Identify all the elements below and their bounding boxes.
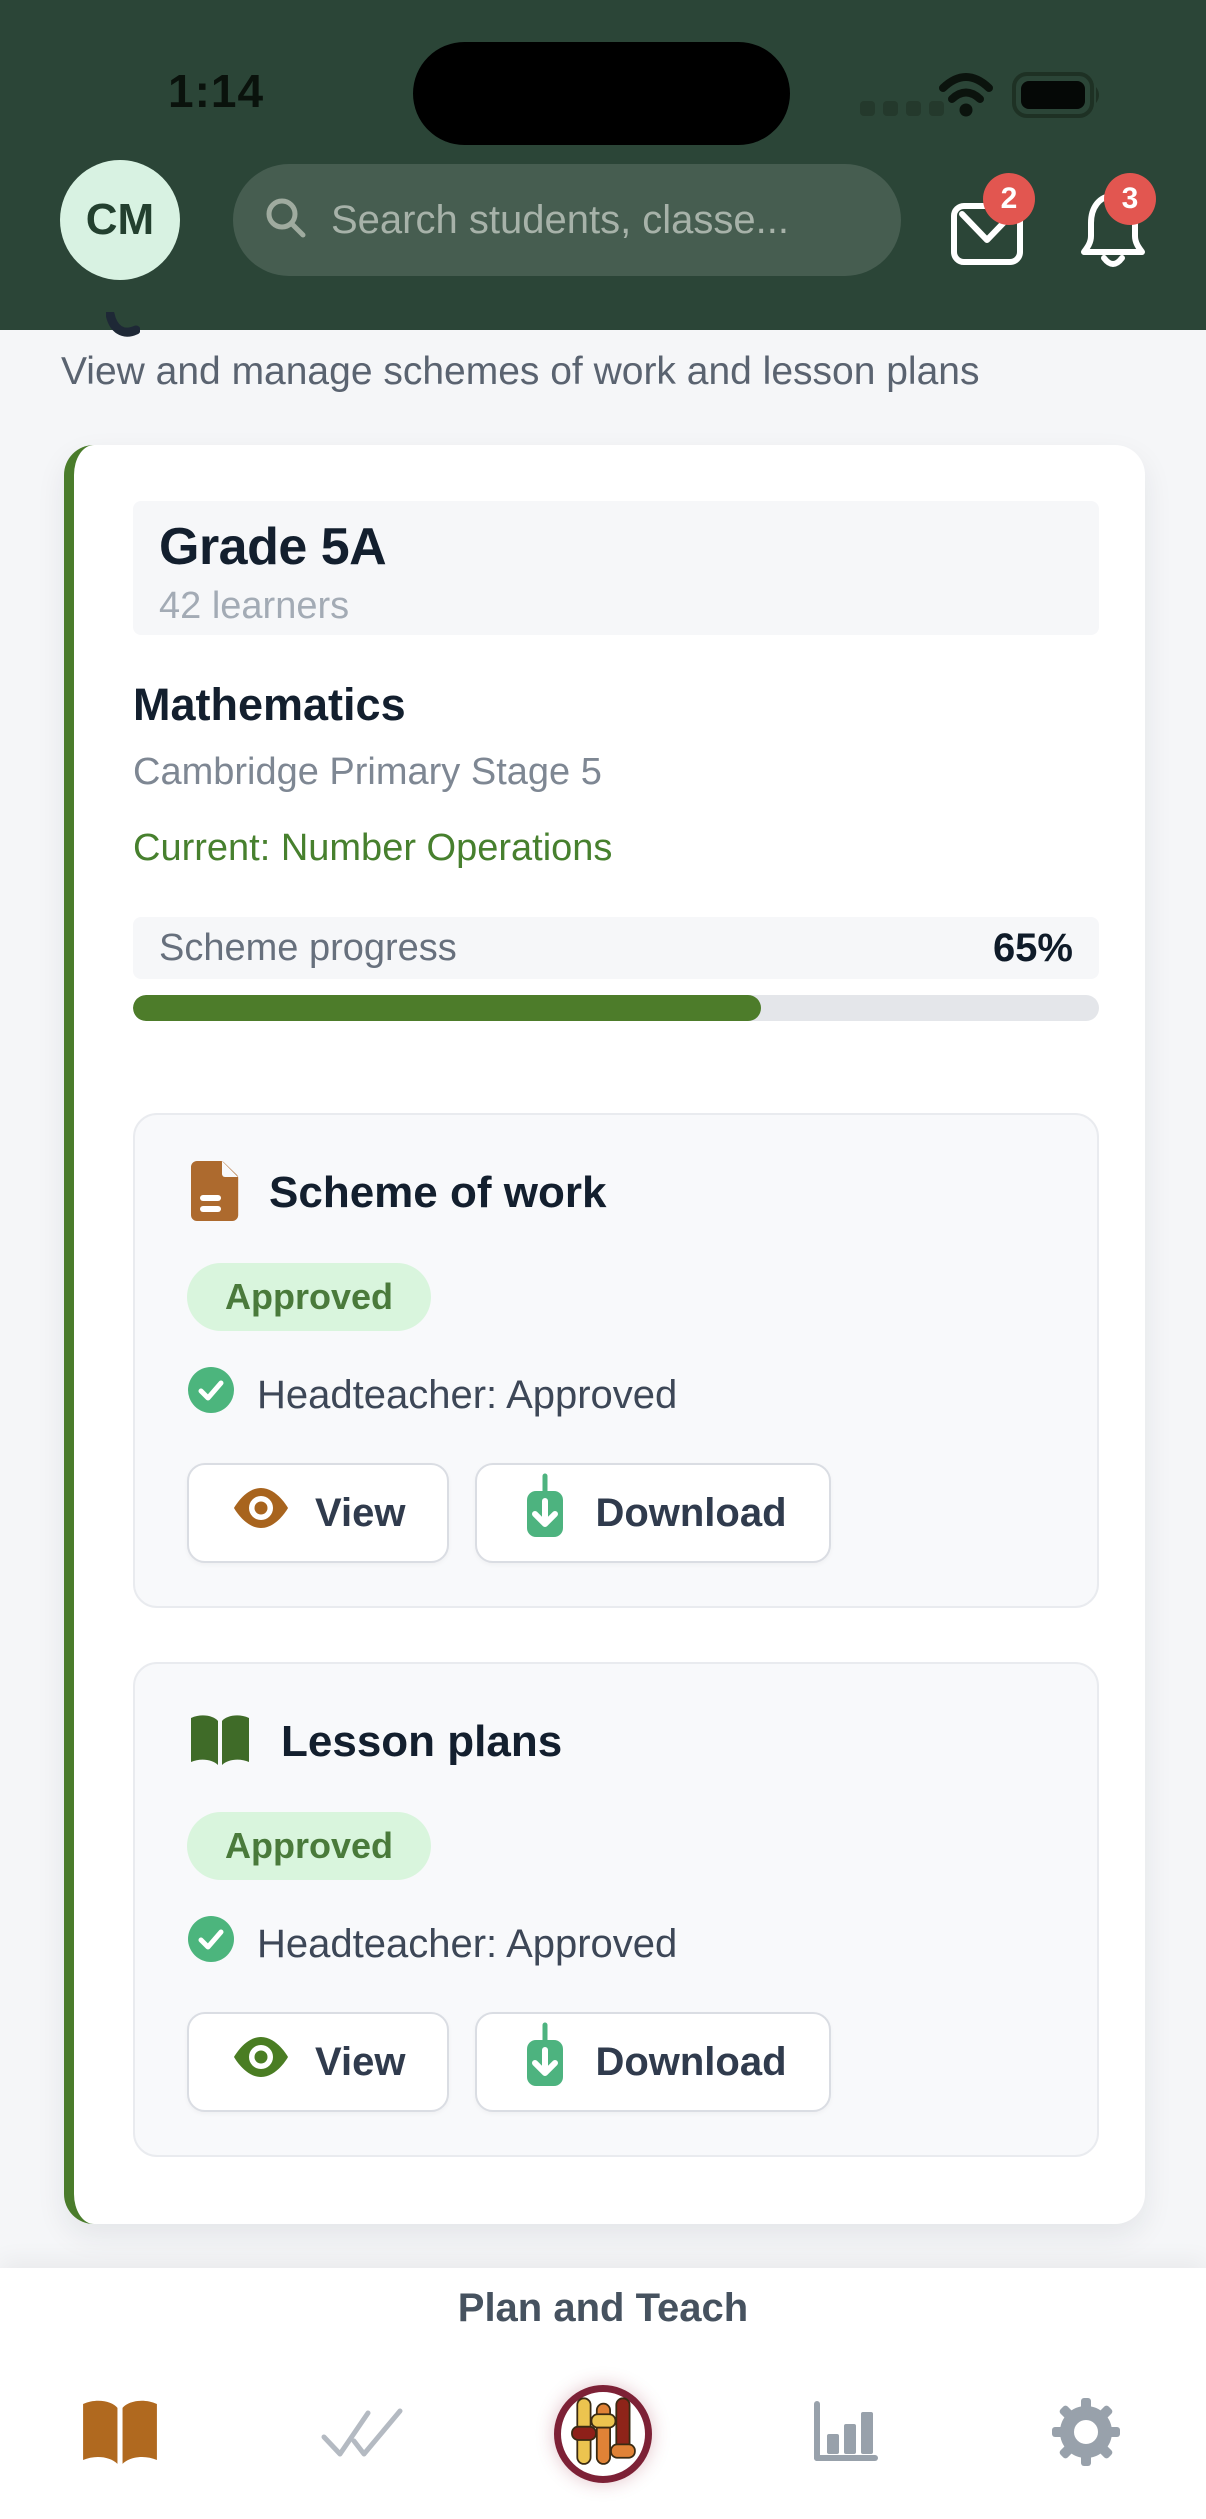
scheme-progress-row: Scheme progress 65% — [133, 917, 1099, 979]
check-circle-icon — [187, 1915, 235, 1973]
check-circle-icon — [187, 1366, 235, 1424]
double-check-icon — [316, 2401, 408, 2468]
avatar[interactable]: CM — [60, 160, 180, 280]
battery-icon — [1012, 72, 1102, 123]
view-label: View — [315, 1490, 406, 1535]
download-icon — [519, 2022, 571, 2102]
nav-item-reports[interactable] — [785, 2373, 905, 2495]
doc-title: Lesson plans — [281, 1717, 563, 1766]
download-label: Download — [595, 2039, 787, 2084]
eye-icon — [231, 1487, 291, 1539]
bottom-nav: Plan and Teach — [0, 2268, 1206, 2519]
approval-text: Headteacher: Approved — [257, 1921, 678, 1966]
class-header-block: Grade 5A 42 learners — [133, 501, 1099, 635]
search-input[interactable] — [331, 197, 871, 243]
clipped-title-descender — [105, 309, 141, 345]
view-label: View — [315, 2039, 406, 2084]
curriculum-label: Cambridge Primary Stage 5 — [133, 751, 602, 793]
phone-notch — [413, 42, 790, 145]
nav-item-plan-and-teach[interactable] — [543, 2373, 663, 2495]
status-badge: Approved — [187, 1263, 432, 1331]
bar-chart-icon — [807, 2398, 883, 2471]
notifications-badge: 3 — [1104, 173, 1156, 225]
approval-text: Headteacher: Approved — [257, 1372, 678, 1417]
page-subtitle: View and manage schemes of work and less… — [61, 350, 980, 393]
nav-item-library[interactable] — [60, 2373, 180, 2495]
current-unit-label: Current: Number Operations — [133, 827, 613, 869]
learner-count: 42 learners — [159, 585, 350, 627]
doc-title: Scheme of work — [269, 1168, 607, 1217]
document-icon — [187, 1159, 241, 1228]
active-tab-label: Plan and Teach — [457, 2286, 749, 2330]
class-name: Grade 5A — [159, 518, 387, 576]
status-time: 1:14 — [168, 65, 265, 117]
sliders-icon — [570, 2393, 636, 2476]
open-book-icon — [78, 2395, 162, 2474]
search-bar[interactable] — [233, 164, 901, 276]
scheme-of-work-card: Scheme of work Approved Headteacher: App… — [133, 1113, 1099, 1608]
progress-bar — [133, 995, 1099, 1021]
view-button[interactable]: View — [187, 2012, 450, 2112]
app-header: 1:14 CM 2 — [0, 0, 1206, 330]
search-icon — [263, 195, 309, 246]
status-badge: Approved — [187, 1812, 432, 1880]
download-button[interactable]: Download — [475, 2012, 831, 2112]
eye-icon — [231, 2036, 291, 2088]
messages-badge: 2 — [983, 173, 1035, 225]
subject-title: Mathematics — [133, 679, 406, 730]
lesson-plans-card: Lesson plans Approved Headteacher: Appro… — [133, 1662, 1099, 2157]
notifications-button[interactable]: 3 — [1076, 173, 1160, 274]
avatar-initials: CM — [85, 195, 155, 244]
cellular-signal-icon — [860, 101, 944, 116]
download-button[interactable]: Download — [475, 1463, 831, 1563]
progress-label: Scheme progress — [159, 926, 457, 969]
open-book-icon — [187, 1711, 253, 1774]
active-tab-ring — [554, 2385, 652, 2483]
wifi-icon — [938, 72, 994, 123]
download-icon — [519, 1473, 571, 1553]
view-button[interactable]: View — [187, 1463, 450, 1563]
download-label: Download — [595, 1490, 787, 1535]
class-card: Grade 5A 42 learners Mathematics Cambrid… — [64, 445, 1145, 2224]
progress-percent: 65% — [992, 925, 1073, 970]
progress-bar-fill — [133, 995, 761, 1021]
messages-button[interactable]: 2 — [950, 173, 1035, 274]
gear-icon — [1050, 2396, 1122, 2473]
nav-item-settings[interactable] — [1026, 2373, 1146, 2495]
nav-item-attendance[interactable] — [302, 2373, 422, 2495]
